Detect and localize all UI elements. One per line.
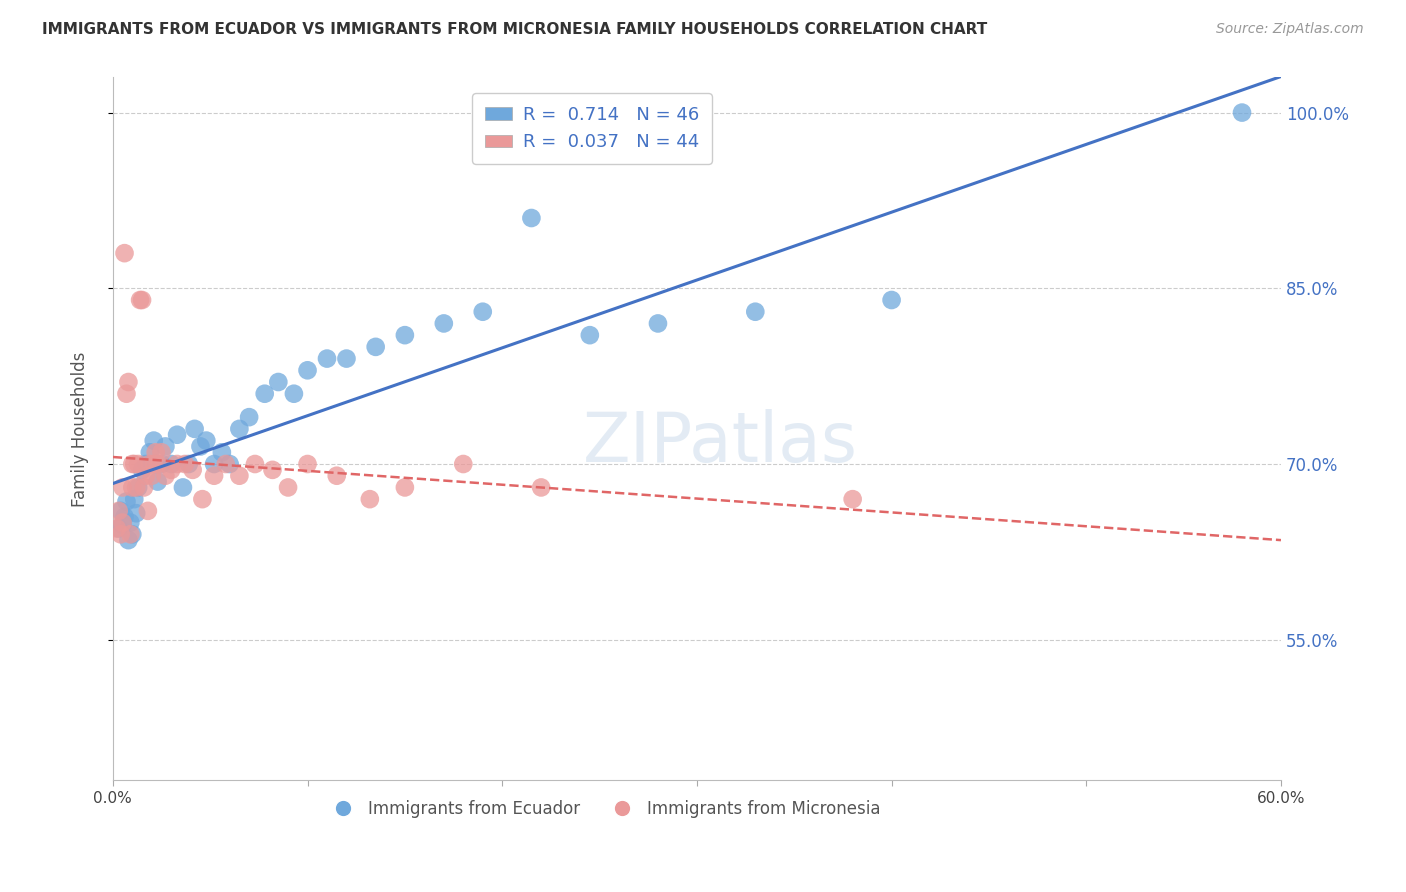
Y-axis label: Family Households: Family Households [72, 351, 89, 507]
Point [744, 304, 766, 318]
Point [283, 386, 305, 401]
Point [177, 457, 200, 471]
Point [218, 457, 240, 471]
Point [117, 375, 139, 389]
Point [228, 422, 250, 436]
Point [211, 445, 233, 459]
Point [111, 516, 134, 530]
Point [114, 509, 136, 524]
Point [228, 468, 250, 483]
Point [453, 457, 475, 471]
Point [129, 293, 152, 307]
Point [297, 457, 319, 471]
Point [122, 492, 145, 507]
Point [139, 445, 162, 459]
Point [166, 457, 188, 471]
Point [115, 494, 138, 508]
Point [335, 351, 357, 366]
Point [136, 504, 159, 518]
Point [166, 427, 188, 442]
Point [127, 457, 149, 471]
Point [202, 468, 225, 483]
Point [120, 527, 142, 541]
Point [880, 293, 903, 307]
Point [132, 480, 155, 494]
Point [238, 410, 260, 425]
Point [110, 504, 132, 518]
Point [267, 375, 290, 389]
Point [195, 434, 218, 448]
Point [359, 492, 381, 507]
Point [121, 527, 143, 541]
Point [117, 533, 139, 548]
Point [135, 457, 157, 471]
Legend: Immigrants from Ecuador, Immigrants from Micronesia: Immigrants from Ecuador, Immigrants from… [319, 793, 887, 825]
Point [160, 463, 183, 477]
Point [110, 527, 132, 541]
Point [471, 304, 494, 318]
Point [647, 317, 669, 331]
Point [131, 293, 153, 307]
Point [277, 480, 299, 494]
Point [107, 521, 129, 535]
Point [394, 480, 416, 494]
Point [114, 246, 136, 260]
Point [105, 521, 128, 535]
Text: IMMIGRANTS FROM ECUADOR VS IMMIGRANTS FROM MICRONESIA FAMILY HOUSEHOLDS CORRELAT: IMMIGRANTS FROM ECUADOR VS IMMIGRANTS FR… [42, 22, 987, 37]
Point [364, 340, 387, 354]
Point [121, 457, 143, 471]
Point [121, 480, 143, 494]
Point [155, 439, 177, 453]
Point [183, 422, 205, 436]
Point [142, 457, 165, 471]
Point [111, 480, 134, 494]
Point [326, 468, 349, 483]
Point [145, 445, 167, 459]
Point [579, 328, 602, 343]
Point [202, 457, 225, 471]
Point [139, 457, 162, 471]
Point [107, 504, 129, 518]
Text: ZIPatlas: ZIPatlas [582, 409, 858, 476]
Point [150, 445, 173, 459]
Point [141, 468, 163, 483]
Point [122, 457, 145, 471]
Point [172, 480, 194, 494]
Point [297, 363, 319, 377]
Point [433, 317, 456, 331]
Point [120, 516, 142, 530]
Point [160, 457, 183, 471]
Text: Source: ZipAtlas.com: Source: ZipAtlas.com [1216, 22, 1364, 37]
Point [316, 351, 339, 366]
Point [530, 480, 553, 494]
Point [1230, 105, 1253, 120]
Point [253, 386, 276, 401]
Point [181, 463, 204, 477]
Point [841, 492, 863, 507]
Point [243, 457, 266, 471]
Point [125, 506, 148, 520]
Point [520, 211, 543, 225]
Point [111, 517, 134, 532]
Point [155, 468, 177, 483]
Point [115, 386, 138, 401]
Point [394, 328, 416, 343]
Point [173, 457, 195, 471]
Point [190, 439, 212, 453]
Point [127, 480, 149, 494]
Point [135, 468, 157, 483]
Point [215, 457, 238, 471]
Point [191, 492, 214, 507]
Point [125, 480, 148, 494]
Point [262, 463, 284, 477]
Point [142, 434, 165, 448]
Point [131, 463, 153, 477]
Point [146, 475, 169, 489]
Point [146, 457, 169, 471]
Point [150, 457, 173, 471]
